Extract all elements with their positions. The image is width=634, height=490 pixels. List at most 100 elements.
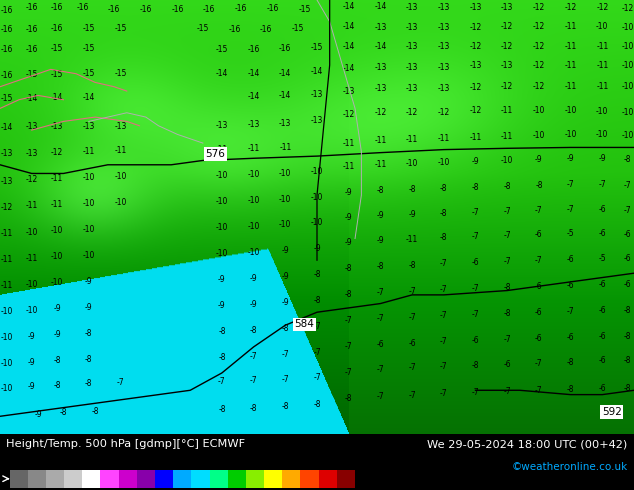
Text: -7: -7 xyxy=(440,311,448,320)
Text: -7: -7 xyxy=(472,284,479,293)
Text: -15: -15 xyxy=(82,44,95,53)
Text: -8: -8 xyxy=(624,384,631,392)
Text: 576: 576 xyxy=(205,149,226,159)
Text: -15: -15 xyxy=(82,24,95,33)
Text: -15: -15 xyxy=(298,5,311,14)
Bar xyxy=(319,470,337,488)
Text: -12: -12 xyxy=(596,3,609,12)
Text: -9: -9 xyxy=(313,244,321,252)
Text: -12: -12 xyxy=(533,22,545,30)
Text: -7: -7 xyxy=(567,307,574,316)
Text: -9: -9 xyxy=(345,189,353,197)
Text: -10: -10 xyxy=(216,171,228,180)
Text: -14: -14 xyxy=(51,93,63,102)
Text: -10: -10 xyxy=(0,333,13,342)
Text: -10: -10 xyxy=(596,107,609,117)
Text: -7: -7 xyxy=(377,288,384,297)
Text: -10: -10 xyxy=(51,252,63,261)
Text: -14: -14 xyxy=(342,42,355,51)
Text: -7: -7 xyxy=(472,310,479,319)
Text: -8: -8 xyxy=(567,358,574,367)
Text: -13: -13 xyxy=(82,122,95,131)
Text: -6: -6 xyxy=(535,308,543,317)
Text: -13: -13 xyxy=(247,121,260,129)
Text: -13: -13 xyxy=(501,61,514,71)
Text: -6: -6 xyxy=(535,230,543,239)
Text: -13: -13 xyxy=(51,122,63,131)
Text: -7: -7 xyxy=(440,362,448,371)
Text: -7: -7 xyxy=(440,259,448,268)
Text: -10: -10 xyxy=(311,218,323,226)
Text: -11: -11 xyxy=(406,235,418,244)
Text: -12: -12 xyxy=(533,3,545,12)
Text: -11: -11 xyxy=(564,42,577,51)
Text: -11: -11 xyxy=(0,255,13,264)
Text: -8: -8 xyxy=(345,394,353,403)
Text: -9: -9 xyxy=(567,154,574,163)
Text: -8: -8 xyxy=(503,309,511,318)
Text: -9: -9 xyxy=(218,275,226,284)
Text: -11: -11 xyxy=(25,253,38,263)
Text: -7: -7 xyxy=(472,208,479,217)
Text: -13: -13 xyxy=(0,177,13,186)
Text: -12: -12 xyxy=(469,83,482,92)
Text: -7: -7 xyxy=(408,313,416,322)
Text: -10: -10 xyxy=(51,226,63,235)
Text: -6: -6 xyxy=(624,279,631,289)
Text: -9: -9 xyxy=(28,358,36,367)
Text: -12: -12 xyxy=(25,175,38,184)
Text: -8: -8 xyxy=(313,400,321,409)
Text: -6: -6 xyxy=(408,339,416,348)
Text: -9: -9 xyxy=(345,213,353,222)
Text: -7: -7 xyxy=(440,389,448,398)
Text: -7: -7 xyxy=(281,350,289,359)
Text: -13: -13 xyxy=(374,84,387,94)
Text: -14: -14 xyxy=(374,42,387,51)
Text: -8: -8 xyxy=(313,270,321,279)
Text: -12: -12 xyxy=(533,42,545,51)
Text: -13: -13 xyxy=(374,63,387,72)
Text: -9: -9 xyxy=(598,154,606,163)
Text: -11: -11 xyxy=(406,135,418,144)
Text: -10: -10 xyxy=(247,196,260,205)
Text: -15: -15 xyxy=(51,44,63,53)
Text: -10: -10 xyxy=(621,108,634,117)
Text: -11: -11 xyxy=(51,200,63,209)
Text: -14: -14 xyxy=(82,93,95,102)
Text: -9: -9 xyxy=(53,330,61,339)
Bar xyxy=(10,470,28,488)
Text: -10: -10 xyxy=(596,22,609,30)
Text: -15: -15 xyxy=(114,24,127,33)
Text: -16: -16 xyxy=(266,4,279,13)
Text: -10: -10 xyxy=(25,279,38,289)
Text: -13: -13 xyxy=(469,61,482,71)
Text: -14: -14 xyxy=(279,91,292,100)
Text: -10: -10 xyxy=(621,61,634,71)
Text: -11: -11 xyxy=(279,143,292,152)
Text: We 29-05-2024 18:00 UTC (00+42): We 29-05-2024 18:00 UTC (00+42) xyxy=(427,439,628,449)
Text: -10: -10 xyxy=(533,106,545,115)
Text: -13: -13 xyxy=(406,63,418,72)
Text: -10: -10 xyxy=(279,195,292,204)
Bar xyxy=(173,470,191,488)
Text: -8: -8 xyxy=(408,185,416,195)
Text: -13: -13 xyxy=(0,149,13,158)
Text: -13: -13 xyxy=(406,3,418,12)
Text: -8: -8 xyxy=(250,326,257,335)
Text: -13: -13 xyxy=(114,122,127,131)
Text: -7: -7 xyxy=(535,206,543,215)
Text: -16: -16 xyxy=(247,46,260,54)
Text: -13: -13 xyxy=(437,63,450,72)
Text: -16: -16 xyxy=(108,5,120,14)
Bar xyxy=(137,470,155,488)
Text: -11: -11 xyxy=(501,132,514,141)
Text: -8: -8 xyxy=(313,295,321,305)
Text: -13: -13 xyxy=(311,90,323,99)
Text: -6: -6 xyxy=(598,229,606,238)
Text: -7: -7 xyxy=(313,347,321,357)
Text: -10: -10 xyxy=(25,227,38,237)
Text: -10: -10 xyxy=(82,199,95,208)
Text: -8: -8 xyxy=(440,233,448,242)
Text: -7: -7 xyxy=(535,256,543,265)
Text: -12: -12 xyxy=(469,23,482,32)
